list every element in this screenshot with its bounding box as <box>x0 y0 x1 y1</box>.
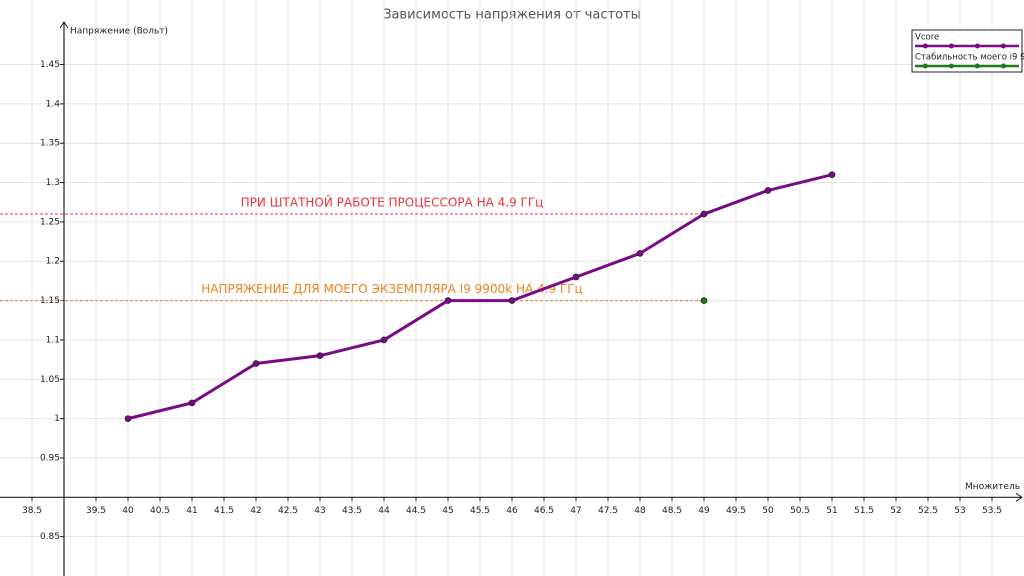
y-tick-label: 1 <box>54 414 60 424</box>
legend-marker <box>922 43 928 49</box>
x-tick-label: 43.5 <box>342 506 362 516</box>
x-tick-label: 46 <box>506 506 518 516</box>
x-tick-label: 42 <box>250 506 261 516</box>
x-tick-label: 46.5 <box>534 506 554 516</box>
data-point <box>764 187 772 194</box>
x-tick-label: 41.5 <box>214 506 234 516</box>
legend-marker <box>974 43 980 49</box>
y-tick-label: 0.85 <box>40 532 60 542</box>
x-tick-label: 38.5 <box>22 506 42 516</box>
legend-marker <box>948 63 954 69</box>
data-point <box>508 297 516 304</box>
y-tick-label: 1.4 <box>46 99 61 109</box>
data-point <box>700 297 708 304</box>
x-axis-arrow <box>1015 492 1023 502</box>
x-tick-label: 53 <box>954 506 965 516</box>
y-tick-label: 1.15 <box>40 296 60 306</box>
series-line <box>127 173 833 421</box>
y-axis-label: Напряжение (Вольт) <box>70 27 168 37</box>
legend-label: Стабильность моего i9 9900k <box>915 53 1024 63</box>
y-tick-label: 1.45 <box>40 60 60 70</box>
x-tick-label: 41 <box>186 506 197 516</box>
data-point <box>124 415 132 422</box>
reference-label: ПРИ ШТАТНОЙ РАБОТЕ ПРОЦЕССОРА НА 4.9 ГГц <box>241 195 544 210</box>
x-tick-label: 40 <box>122 506 134 516</box>
legend-marker <box>922 63 928 69</box>
data-point <box>444 297 452 304</box>
data-point <box>188 399 196 407</box>
x-tick-label: 44 <box>378 506 390 516</box>
x-tick-label: 47 <box>570 506 581 516</box>
x-tick-label: 51.5 <box>854 506 874 516</box>
y-axis-arrow <box>59 21 69 29</box>
y-tick-label: 1.1 <box>46 335 60 345</box>
x-tick-label: 48 <box>634 506 646 516</box>
data-point <box>700 210 708 218</box>
x-axis-label: Множитель <box>965 482 1020 492</box>
x-tick-label: 50 <box>762 506 774 516</box>
data-point <box>828 171 836 178</box>
x-tick-label: 52.5 <box>918 506 938 516</box>
x-tick-label: 43 <box>314 506 325 516</box>
legend-marker <box>1000 43 1006 49</box>
data-point <box>636 250 644 257</box>
reference-label: НАПРЯЖЕНИЕ ДЛЯ МОЕГО ЭКЗЕМПЛЯРА I9 9900k… <box>201 282 582 296</box>
y-tick-label: 1.3 <box>46 178 60 188</box>
y-tick-label: 1.05 <box>40 375 60 385</box>
y-tick-label: 0.95 <box>40 453 60 463</box>
x-tick-label: 45 <box>442 506 453 516</box>
x-tick-label: 47.5 <box>598 506 618 516</box>
x-tick-label: 48.5 <box>662 506 682 516</box>
data-point <box>316 352 324 359</box>
legend-marker <box>948 43 954 49</box>
data-point <box>572 273 580 281</box>
x-tick-label: 52 <box>890 506 901 516</box>
legend-marker <box>974 63 980 69</box>
legend-label: Vcore <box>915 33 939 43</box>
x-tick-label: 51 <box>826 506 837 516</box>
x-tick-label: 45.5 <box>470 506 490 516</box>
x-tick-label: 39.5 <box>86 506 106 516</box>
y-tick-label: 1.35 <box>40 139 60 149</box>
x-tick-label: 53.5 <box>982 506 1002 516</box>
y-tick-label: 1.2 <box>46 257 60 267</box>
x-tick-label: 42.5 <box>278 506 298 516</box>
x-tick-label: 44.5 <box>406 506 426 516</box>
data-point <box>380 336 388 344</box>
x-tick-label: 40.5 <box>150 506 170 516</box>
y-tick-label: 1.25 <box>40 217 60 227</box>
legend-marker <box>1000 63 1006 69</box>
x-tick-label: 50.5 <box>790 506 810 516</box>
x-tick-label: 49 <box>698 506 710 516</box>
x-tick-label: 49.5 <box>726 506 746 516</box>
data-point <box>252 360 260 367</box>
